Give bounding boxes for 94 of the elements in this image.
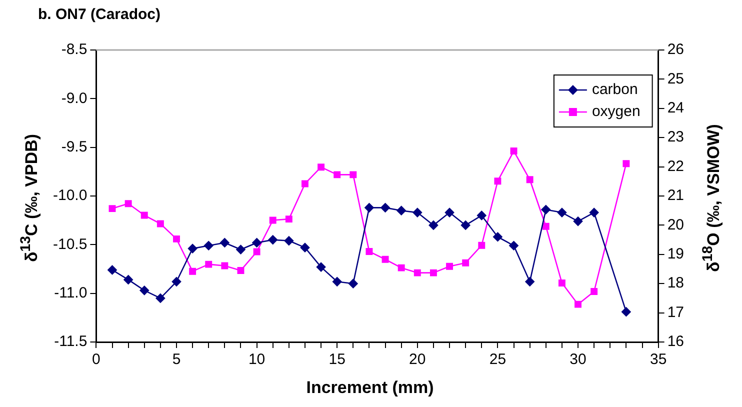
- point: [622, 160, 630, 168]
- point: [221, 262, 228, 270]
- y2-tick-label: 26: [667, 41, 684, 58]
- point: [446, 262, 454, 270]
- point: [398, 264, 405, 272]
- x-axis-title: Increment (mm): [306, 378, 434, 398]
- point: [285, 216, 292, 223]
- point: [334, 171, 341, 178]
- y2-tick-label: 23: [667, 128, 684, 146]
- point: [573, 216, 583, 226]
- point: [382, 256, 389, 263]
- point: [510, 148, 518, 155]
- point: [124, 275, 133, 284]
- point: [156, 294, 166, 303]
- x-tick-label: 20: [409, 351, 426, 368]
- legend-label: carbon: [592, 81, 638, 98]
- point: [590, 288, 598, 295]
- point: [412, 208, 422, 218]
- point: [204, 240, 214, 250]
- point: [220, 238, 230, 248]
- y-tick-label: -8.5: [61, 41, 88, 58]
- point: [332, 277, 342, 286]
- y2-tick-label: 17: [667, 304, 684, 321]
- point: [284, 236, 294, 246]
- point: [558, 280, 566, 286]
- y2-tick-label: 19: [667, 246, 684, 263]
- y2-tick-label: 20: [667, 216, 684, 234]
- point: [574, 300, 582, 308]
- y2-tick-label: 21: [667, 187, 684, 204]
- point: [525, 277, 534, 286]
- point: [318, 164, 325, 171]
- y-tick-label: -9.5: [61, 138, 88, 156]
- point: [589, 208, 599, 218]
- x-tick-label: 10: [248, 351, 266, 368]
- point: [396, 206, 406, 216]
- point: [156, 220, 164, 228]
- point: [364, 203, 374, 212]
- y-tick-label: -9.0: [61, 90, 88, 107]
- y2-tick-label: 25: [667, 70, 684, 88]
- point: [237, 266, 244, 274]
- x-tick-label: 25: [489, 351, 506, 368]
- x-tick-label: 0: [92, 351, 100, 368]
- point: [493, 232, 502, 242]
- x-tick-label: 35: [650, 351, 667, 368]
- point: [236, 244, 246, 254]
- chart-title: b. ON7 (Caradoc): [38, 6, 161, 23]
- point: [366, 248, 373, 255]
- y-tick-label: -11.0: [54, 284, 88, 302]
- point: [269, 216, 276, 224]
- y-tick-label: -10.5: [52, 236, 88, 253]
- y-tick-label: -11.5: [54, 333, 88, 350]
- point: [316, 262, 326, 272]
- y2-tick-label: 22: [667, 158, 684, 175]
- y2-tick-label: 16: [667, 333, 684, 350]
- y2-tick-label: 18: [667, 274, 684, 292]
- point: [478, 242, 486, 249]
- point: [140, 286, 150, 296]
- point: [541, 204, 551, 214]
- point: [428, 220, 438, 230]
- x-tick-label: 15: [328, 351, 346, 368]
- point: [460, 220, 470, 230]
- point: [140, 212, 148, 219]
- point: [124, 200, 132, 208]
- point: [526, 176, 534, 184]
- point: [414, 269, 421, 276]
- point: [494, 178, 502, 185]
- point: [268, 235, 278, 244]
- x-tick-label: 5: [172, 351, 181, 368]
- point: [509, 240, 518, 250]
- point: [108, 265, 117, 275]
- point: [348, 278, 358, 288]
- point: [477, 210, 486, 220]
- point: [172, 277, 182, 286]
- legend-label: oxygen: [592, 103, 640, 120]
- point: [557, 208, 567, 218]
- y-tick-label: -10.0: [52, 187, 88, 204]
- point: [462, 259, 470, 266]
- point: [189, 268, 196, 275]
- point: [350, 171, 357, 178]
- point: [622, 307, 631, 316]
- y2-tick-label: 24: [667, 100, 684, 117]
- point: [108, 205, 116, 212]
- point: [173, 235, 180, 242]
- point: [380, 203, 390, 212]
- x-tick-label: 30: [570, 351, 586, 368]
- point: [252, 238, 262, 248]
- point: [205, 260, 212, 268]
- point: [253, 248, 260, 256]
- point: [188, 244, 198, 254]
- point: [300, 242, 310, 252]
- point: [302, 180, 308, 188]
- point: [542, 222, 550, 230]
- point: [430, 269, 437, 276]
- point: [444, 208, 454, 218]
